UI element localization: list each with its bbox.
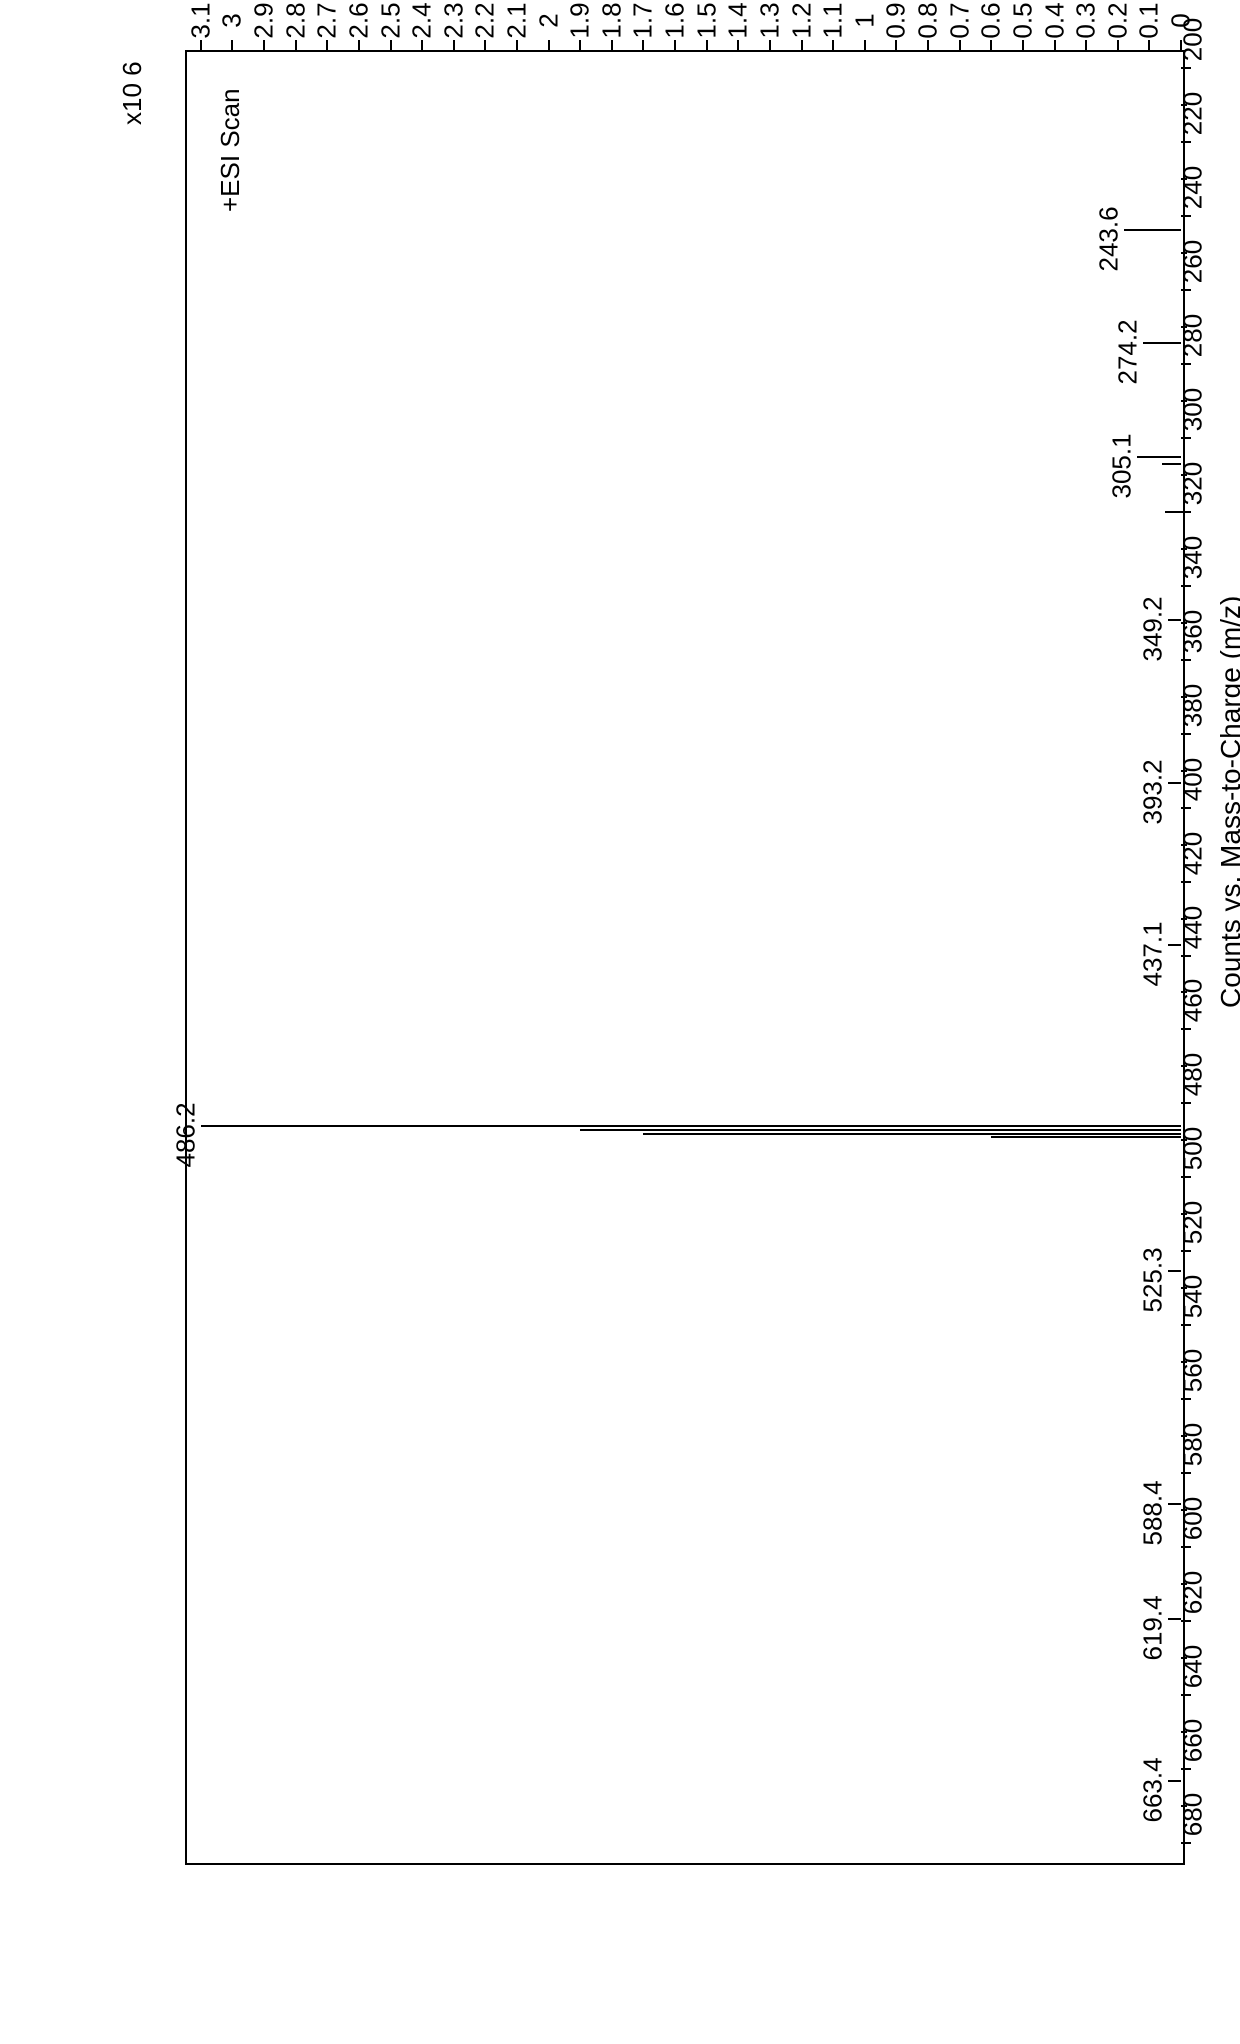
y-tick-label: 1.4 <box>723 0 754 46</box>
scan-mode-label: +ESI Scan <box>215 88 246 212</box>
x-tick-label: 520 <box>1178 1193 1209 1253</box>
y-tick-label: 0.7 <box>944 0 975 46</box>
y-tick-label: 1.7 <box>628 0 659 46</box>
plot-area: +ESI Scan <box>185 50 1185 1865</box>
x-tick-label: 460 <box>1178 971 1209 1031</box>
x-tick-label: 640 <box>1178 1636 1209 1696</box>
x-tick-label: 320 <box>1178 453 1209 513</box>
y-tick-label: 2.9 <box>249 0 280 46</box>
x-tick-label: 300 <box>1178 380 1209 440</box>
peak-label: 663.4 <box>1138 1743 1169 1823</box>
peak-label: 305.1 <box>1106 418 1137 498</box>
y-tick-label: 1 <box>849 0 880 46</box>
y-tick-label: 0 <box>1166 0 1197 46</box>
y-tick-label: 3.1 <box>185 0 216 46</box>
y-axis-multiplier: x10 6 <box>117 61 148 125</box>
y-tick-label: 1.9 <box>565 0 596 46</box>
y-tick-label: 1.5 <box>691 0 722 46</box>
spectrum-peak <box>1168 1780 1181 1782</box>
x-tick-label: 560 <box>1178 1341 1209 1401</box>
spectrum-peak <box>1168 619 1181 621</box>
y-tick-label: 2.3 <box>438 0 469 46</box>
y-tick-label: 2 <box>533 0 564 46</box>
peak-label: 349.2 <box>1138 581 1169 661</box>
peak-label: 243.6 <box>1094 191 1125 271</box>
y-tick-label: 0.9 <box>881 0 912 46</box>
spectrum-peak <box>1168 1503 1181 1505</box>
y-tick-label: 0.2 <box>1102 0 1133 46</box>
y-tick-label: 1.8 <box>596 0 627 46</box>
y-tick-label: 2.6 <box>343 0 374 46</box>
x-tick-label: 420 <box>1178 823 1209 883</box>
y-tick-label: 3 <box>217 0 248 46</box>
peak-label: 486.2 <box>170 1088 201 1168</box>
spectrum-peak <box>201 1125 1181 1127</box>
x-tick-label: 680 <box>1178 1784 1209 1844</box>
y-tick-label: 1.2 <box>786 0 817 46</box>
x-tick-label: 240 <box>1178 158 1209 218</box>
x-tick-label: 580 <box>1178 1414 1209 1474</box>
y-tick-label: 0.1 <box>1134 0 1165 46</box>
y-tick-label: 1.3 <box>754 0 785 46</box>
page: x10 6 +ESI Scan Counts vs. Mass-to-Charg… <box>0 0 1240 2044</box>
spectrum-peak <box>1168 782 1181 784</box>
spectrum-peak <box>1168 944 1181 946</box>
x-tick-label: 620 <box>1178 1562 1209 1622</box>
x-tick-label: 220 <box>1178 84 1209 144</box>
y-tick-label: 1.6 <box>660 0 691 46</box>
y-tick-label: 2.2 <box>470 0 501 46</box>
spectrum-peak <box>1124 229 1181 231</box>
spectrum-peak <box>1143 342 1181 344</box>
y-tick-label: 0.3 <box>1071 0 1102 46</box>
x-tick-label: 260 <box>1178 232 1209 292</box>
spectrum-peak <box>1162 463 1181 465</box>
spectrum-peak <box>1165 511 1181 513</box>
y-tick-label: 0.6 <box>976 0 1007 46</box>
x-tick-label: 380 <box>1178 675 1209 735</box>
spectrum-peak <box>1168 1270 1181 1272</box>
y-tick-label: 0.4 <box>1039 0 1070 46</box>
peak-label: 525.3 <box>1138 1232 1169 1312</box>
peak-label: 437.1 <box>1138 906 1169 986</box>
spectrum-peak <box>1137 456 1181 458</box>
x-tick-label: 280 <box>1178 306 1209 366</box>
x-tick-label: 340 <box>1178 527 1209 587</box>
peak-label: 588.4 <box>1138 1465 1169 1545</box>
x-axis-title: Counts vs. Mass-to-Charge (m/z) <box>1215 595 1240 1007</box>
mass-spectrum-chart: x10 6 +ESI Scan Counts vs. Mass-to-Charg… <box>55 30 1185 1995</box>
x-tick-label: 400 <box>1178 749 1209 809</box>
peak-label: 274.2 <box>1113 304 1144 384</box>
spectrum-peak <box>991 1136 1181 1138</box>
y-tick-label: 1.1 <box>818 0 849 46</box>
spectrum-peak <box>1168 1618 1181 1620</box>
x-tick-label: 600 <box>1178 1488 1209 1548</box>
x-tick-label: 360 <box>1178 601 1209 661</box>
y-tick-label: 2.4 <box>407 0 438 46</box>
x-tick-label: 540 <box>1178 1267 1209 1327</box>
x-tick-label: 500 <box>1178 1119 1209 1179</box>
y-tick-label: 2.7 <box>312 0 343 46</box>
spectrum-peak <box>643 1133 1181 1135</box>
y-tick-label: 2.8 <box>280 0 311 46</box>
y-tick-label: 0.5 <box>1007 0 1038 46</box>
x-tick-label: 660 <box>1178 1710 1209 1770</box>
y-tick-label: 2.5 <box>375 0 406 46</box>
x-tick-label: 440 <box>1178 897 1209 957</box>
x-tick-label: 480 <box>1178 1045 1209 1105</box>
peak-label: 619.4 <box>1138 1580 1169 1660</box>
spectrum-peak <box>580 1129 1181 1131</box>
y-tick-label: 0.8 <box>913 0 944 46</box>
y-tick-label: 2.1 <box>502 0 533 46</box>
peak-label: 393.2 <box>1138 744 1169 824</box>
